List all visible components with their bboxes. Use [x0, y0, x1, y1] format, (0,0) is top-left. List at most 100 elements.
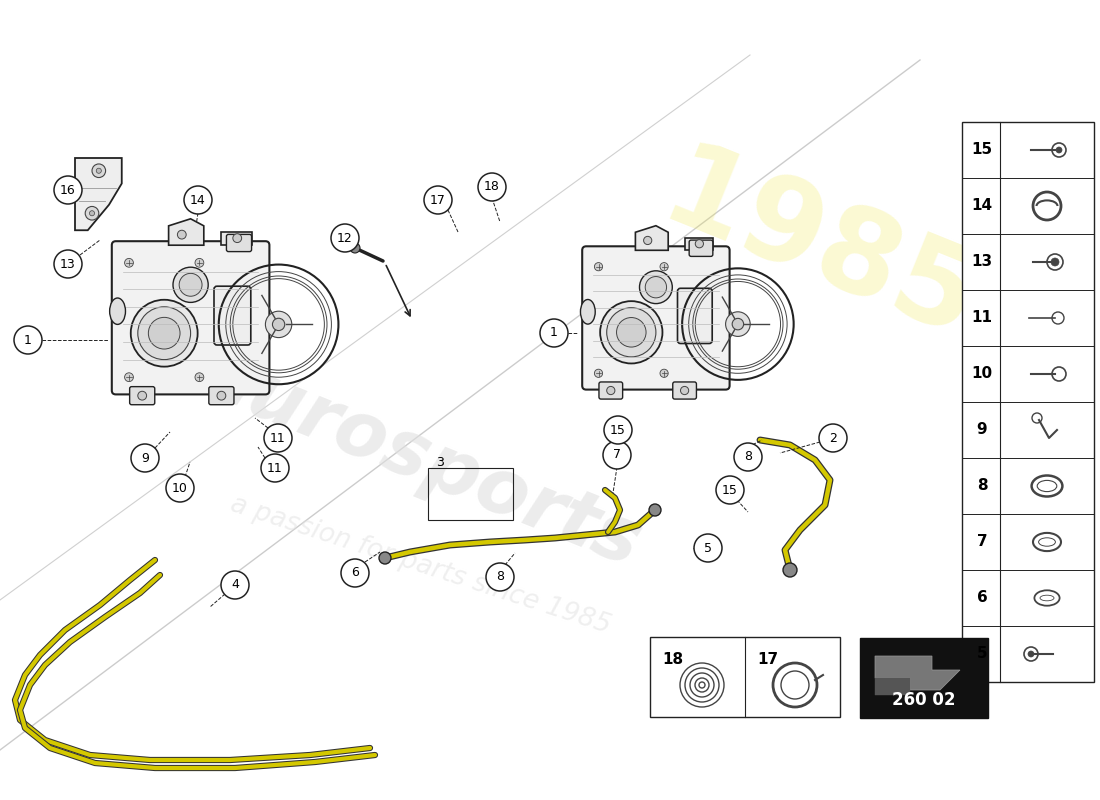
- Text: 18: 18: [484, 181, 499, 194]
- Text: 8: 8: [977, 478, 988, 494]
- FancyBboxPatch shape: [690, 240, 713, 256]
- Text: 13: 13: [971, 254, 992, 270]
- Circle shape: [486, 563, 514, 591]
- FancyBboxPatch shape: [209, 386, 234, 405]
- Circle shape: [184, 186, 212, 214]
- Circle shape: [124, 373, 133, 382]
- Text: 4: 4: [231, 578, 239, 591]
- Polygon shape: [684, 238, 713, 250]
- Text: eurosports: eurosports: [189, 338, 651, 582]
- Circle shape: [594, 262, 603, 270]
- FancyBboxPatch shape: [600, 382, 623, 399]
- Text: 5: 5: [704, 542, 712, 554]
- Circle shape: [379, 552, 390, 564]
- Text: 10: 10: [971, 366, 992, 382]
- Circle shape: [1050, 258, 1059, 266]
- Circle shape: [660, 370, 668, 378]
- Circle shape: [1056, 147, 1062, 153]
- Polygon shape: [168, 218, 204, 245]
- Text: a passion for parts since 1985: a passion for parts since 1985: [227, 491, 614, 639]
- FancyBboxPatch shape: [673, 382, 696, 399]
- Circle shape: [148, 318, 180, 349]
- Circle shape: [195, 258, 204, 267]
- Circle shape: [195, 373, 204, 382]
- Circle shape: [607, 386, 615, 394]
- Text: 6: 6: [351, 566, 359, 579]
- Bar: [650, 637, 840, 717]
- Text: 1985: 1985: [646, 135, 993, 365]
- Circle shape: [54, 250, 82, 278]
- Text: 17: 17: [757, 652, 778, 667]
- Circle shape: [646, 277, 667, 298]
- Text: 2: 2: [829, 431, 837, 445]
- Circle shape: [138, 391, 146, 400]
- Circle shape: [131, 300, 198, 366]
- Bar: [428, 468, 513, 520]
- Circle shape: [1028, 651, 1034, 657]
- Bar: [860, 638, 988, 718]
- Circle shape: [54, 176, 82, 204]
- Text: 8: 8: [496, 570, 504, 583]
- Text: 15: 15: [610, 423, 626, 437]
- Circle shape: [644, 236, 652, 245]
- Circle shape: [726, 312, 750, 336]
- Circle shape: [124, 258, 133, 267]
- Circle shape: [601, 301, 662, 363]
- Circle shape: [649, 504, 661, 516]
- Circle shape: [540, 319, 568, 347]
- FancyBboxPatch shape: [582, 246, 729, 390]
- Circle shape: [716, 476, 744, 504]
- Polygon shape: [874, 656, 960, 690]
- Circle shape: [173, 267, 208, 302]
- Circle shape: [694, 534, 722, 562]
- Text: 15: 15: [722, 483, 738, 497]
- Text: 16: 16: [60, 183, 76, 197]
- Circle shape: [341, 559, 368, 587]
- Circle shape: [92, 164, 106, 178]
- Text: 13: 13: [60, 258, 76, 270]
- FancyBboxPatch shape: [112, 242, 270, 394]
- Circle shape: [177, 230, 186, 239]
- Circle shape: [820, 424, 847, 452]
- Text: 14: 14: [971, 198, 992, 214]
- Text: 5: 5: [977, 646, 988, 662]
- Text: 18: 18: [662, 652, 683, 667]
- FancyBboxPatch shape: [130, 386, 155, 405]
- Text: 7: 7: [977, 534, 988, 550]
- Circle shape: [85, 206, 99, 220]
- Polygon shape: [221, 232, 252, 245]
- Text: 260 02: 260 02: [892, 691, 956, 710]
- Polygon shape: [874, 678, 910, 695]
- Text: 1: 1: [24, 334, 32, 346]
- Text: 14: 14: [190, 194, 206, 206]
- Ellipse shape: [581, 299, 595, 324]
- Text: 11: 11: [267, 462, 283, 474]
- Circle shape: [217, 391, 226, 400]
- Text: 11: 11: [971, 310, 992, 326]
- Circle shape: [734, 443, 762, 471]
- Circle shape: [265, 311, 292, 338]
- Text: 7: 7: [613, 449, 621, 462]
- Text: 12: 12: [337, 231, 353, 245]
- Circle shape: [14, 326, 42, 354]
- Circle shape: [681, 386, 689, 394]
- Circle shape: [607, 308, 656, 357]
- Circle shape: [97, 168, 101, 174]
- Circle shape: [350, 243, 360, 253]
- Circle shape: [166, 474, 194, 502]
- Circle shape: [733, 318, 744, 330]
- Text: 9: 9: [141, 451, 149, 465]
- Circle shape: [233, 234, 242, 242]
- Text: 17: 17: [430, 194, 446, 206]
- Ellipse shape: [110, 298, 125, 325]
- Circle shape: [179, 274, 202, 296]
- FancyBboxPatch shape: [227, 234, 252, 251]
- Circle shape: [695, 240, 704, 248]
- Circle shape: [138, 306, 190, 359]
- Circle shape: [331, 224, 359, 252]
- Text: 10: 10: [172, 482, 188, 494]
- Circle shape: [616, 318, 646, 347]
- Circle shape: [89, 210, 95, 216]
- Circle shape: [594, 370, 603, 378]
- Polygon shape: [75, 158, 122, 230]
